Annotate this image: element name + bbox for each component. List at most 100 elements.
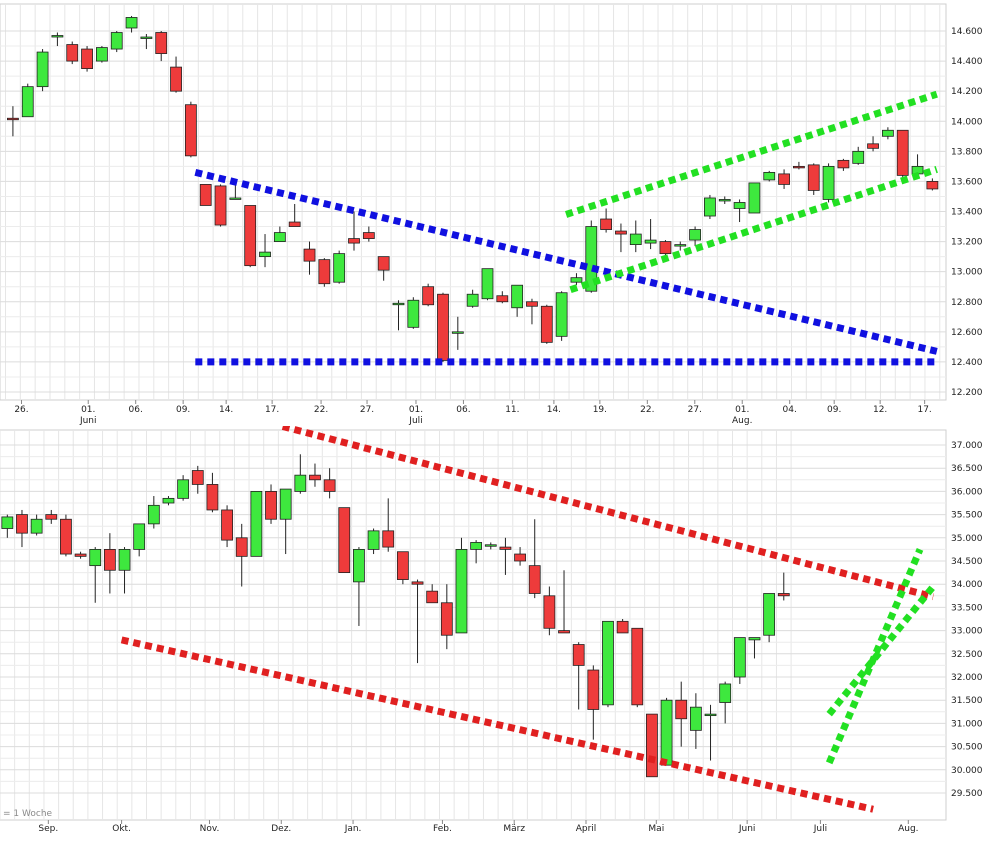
month-label: Juli (408, 416, 422, 426)
candle-body-down (411, 581, 424, 585)
candle-body-up (733, 202, 746, 209)
candle-body-down (288, 221, 301, 227)
candle-body-down (422, 286, 435, 306)
candle (184, 101, 197, 158)
candle (511, 284, 524, 317)
candle-body-up (689, 706, 702, 731)
candle (392, 300, 405, 331)
candle-body-down (514, 553, 526, 562)
candle-body-up (451, 331, 464, 334)
x-tick-label: 26. (14, 405, 28, 415)
candle-body-down (528, 565, 541, 594)
candle (407, 297, 420, 329)
candle-body-up (481, 268, 494, 300)
candle (45, 509, 58, 524)
candle (629, 220, 642, 253)
x-tick-label: 01. (409, 405, 423, 415)
candle-body-down (926, 181, 939, 190)
candle (155, 31, 168, 62)
trendline (825, 548, 924, 765)
candle-body-up (110, 32, 123, 50)
candle-body-down (74, 553, 87, 557)
candle (526, 298, 538, 325)
x-tick-label: 12. (873, 405, 887, 415)
weekly-candlestick-chart: 29.500 30.000 30.500 31.000 31.500 32.000 32.5… (0, 426, 983, 834)
candle (214, 184, 227, 227)
candle-body-down (440, 602, 453, 636)
candle (704, 704, 717, 761)
candle (540, 304, 553, 344)
candle (558, 570, 570, 634)
candle-body-up (660, 699, 673, 766)
candle (279, 488, 292, 555)
candle-body-up (162, 497, 175, 504)
candle (896, 129, 909, 179)
candle (615, 223, 627, 253)
y-tick-label: 34.000 (951, 580, 983, 590)
candle (837, 158, 850, 171)
candle (147, 496, 160, 529)
candle-body-up (250, 491, 263, 557)
candle-body-down (170, 66, 182, 92)
x-tick-label: 01. (735, 405, 749, 415)
candle (422, 283, 435, 307)
candle (367, 528, 380, 555)
candle (89, 547, 102, 603)
candle (555, 291, 568, 341)
candle (793, 161, 805, 170)
x-tick-label: 06. (456, 405, 470, 415)
candle-body-up (51, 35, 64, 38)
candle (377, 256, 390, 281)
candle (199, 184, 212, 206)
candle (36, 49, 49, 92)
candle (206, 472, 219, 513)
candle-body-down (348, 238, 360, 244)
candle-body-down (543, 595, 556, 629)
trendline (826, 584, 936, 717)
x-tick-label: Dez. (271, 824, 291, 834)
candle (675, 681, 688, 747)
candle (455, 537, 468, 634)
candle-body-up (1, 516, 14, 529)
y-tick-label: 35.000 (951, 534, 983, 544)
x-tick-label: 09. (176, 405, 190, 415)
candle (338, 507, 351, 573)
candle (426, 584, 439, 604)
candle-body-up (555, 292, 568, 337)
candle-body-up (585, 226, 598, 292)
candle (16, 509, 28, 548)
candle-body-down (675, 699, 688, 720)
candle-body-up (147, 504, 160, 525)
trendline (120, 636, 874, 813)
candle (867, 136, 879, 152)
candle-body-down (646, 713, 658, 778)
y-tick-label: 12.200 (951, 388, 983, 398)
candle (718, 196, 731, 204)
candle (440, 584, 453, 650)
candle-body-down (587, 669, 600, 710)
candle (763, 593, 776, 643)
candle (852, 146, 865, 165)
candle (778, 169, 790, 189)
x-tick-label: 17. (265, 405, 279, 415)
candle (353, 547, 365, 626)
candle-body-down (81, 48, 93, 70)
candle-body-down (265, 491, 277, 520)
candle-body-up (602, 620, 614, 706)
candle-body-down (66, 44, 79, 62)
candle (177, 475, 190, 501)
candle (733, 199, 746, 223)
candle-body-down (777, 593, 790, 597)
x-tick-label: April (576, 824, 597, 834)
candle-body-up (89, 549, 102, 567)
candle (777, 572, 790, 601)
candle-body-up (466, 293, 479, 307)
candle-body-up (674, 244, 687, 247)
candle-body-up (392, 302, 405, 306)
candle-body-down (778, 173, 790, 185)
candle (265, 484, 277, 524)
x-tick-label: 17. (917, 405, 931, 415)
candle (66, 41, 79, 65)
x-tick-label: Aug. (898, 824, 918, 834)
candle (74, 551, 87, 559)
